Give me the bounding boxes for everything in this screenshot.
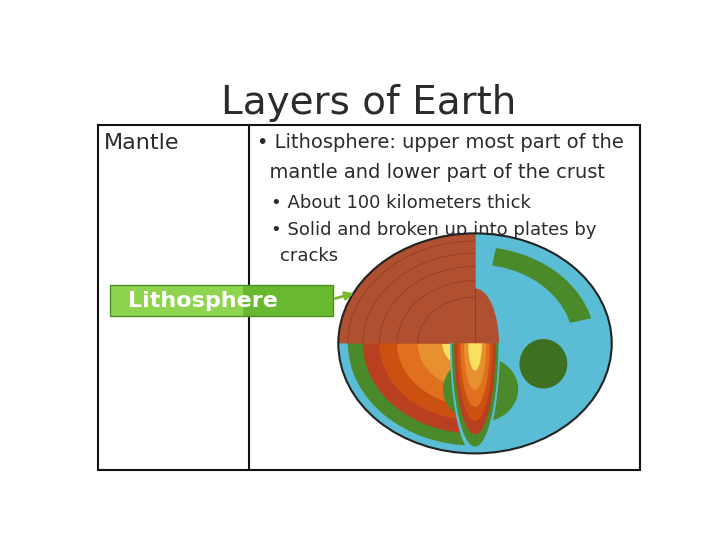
Ellipse shape <box>397 281 553 406</box>
Ellipse shape <box>379 266 571 421</box>
Polygon shape <box>492 248 591 323</box>
Text: Lithosphere: Lithosphere <box>128 291 278 310</box>
Ellipse shape <box>418 297 532 389</box>
Ellipse shape <box>443 356 518 422</box>
Ellipse shape <box>458 305 492 382</box>
Polygon shape <box>442 317 475 343</box>
Ellipse shape <box>453 292 498 395</box>
Ellipse shape <box>456 298 495 388</box>
Polygon shape <box>454 343 496 434</box>
Ellipse shape <box>348 241 602 446</box>
Bar <box>109 285 243 316</box>
Ellipse shape <box>338 233 612 454</box>
Polygon shape <box>348 241 475 343</box>
Text: • Lithosphere: upper most part of the: • Lithosphere: upper most part of the <box>258 133 624 152</box>
Bar <box>243 285 333 316</box>
Polygon shape <box>475 233 612 454</box>
Polygon shape <box>451 343 498 447</box>
Ellipse shape <box>363 253 587 434</box>
Ellipse shape <box>465 320 485 367</box>
Polygon shape <box>475 233 612 343</box>
Ellipse shape <box>462 312 489 375</box>
Ellipse shape <box>469 330 481 356</box>
Ellipse shape <box>451 288 499 399</box>
Polygon shape <box>363 253 475 343</box>
Bar <box>109 285 333 316</box>
Polygon shape <box>418 297 475 343</box>
Polygon shape <box>464 343 486 390</box>
Text: mantle and lower part of the crust: mantle and lower part of the crust <box>258 163 606 181</box>
Text: • About 100 kilometers thick: • About 100 kilometers thick <box>271 194 531 212</box>
Polygon shape <box>338 233 475 343</box>
Text: cracks: cracks <box>280 246 338 265</box>
Text: Layers of Earth: Layers of Earth <box>221 84 517 122</box>
Polygon shape <box>450 343 500 454</box>
Polygon shape <box>457 343 493 421</box>
Bar <box>99 125 639 470</box>
Polygon shape <box>397 281 475 343</box>
Ellipse shape <box>442 317 508 370</box>
Text: • Solid and broken up into plates by: • Solid and broken up into plates by <box>271 221 597 239</box>
Polygon shape <box>475 233 612 343</box>
Polygon shape <box>468 343 482 370</box>
Polygon shape <box>379 266 475 343</box>
Text: Mantle: Mantle <box>104 133 179 153</box>
Polygon shape <box>460 343 490 407</box>
Ellipse shape <box>519 339 567 388</box>
